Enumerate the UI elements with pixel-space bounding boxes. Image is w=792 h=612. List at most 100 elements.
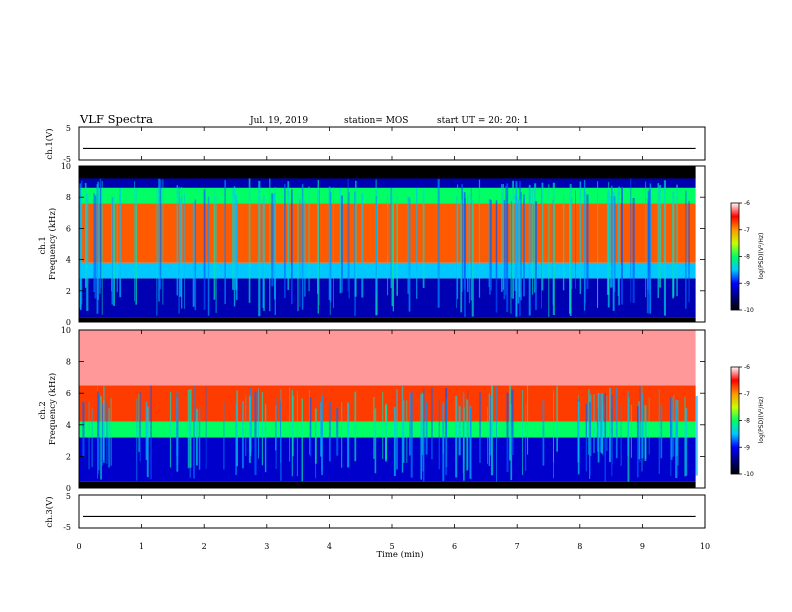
spectrogram-streak bbox=[213, 188, 216, 300]
spectrogram-streak bbox=[510, 201, 513, 299]
spectrogram-streak bbox=[456, 196, 457, 309]
spectrogram-streak bbox=[445, 388, 448, 476]
ch1-spectrogram-image bbox=[79, 166, 696, 322]
spectrogram-streak bbox=[556, 386, 558, 452]
spectrogram-streak bbox=[422, 189, 425, 288]
time-axis-tick-label: 2 bbox=[202, 542, 207, 551]
ch1-spectrogram-panel: 0 2 4 6 8 10 ch.1 Frequency (kHz) bbox=[38, 162, 706, 327]
spectrogram-streak bbox=[292, 395, 294, 457]
colorbar-tick-label: -9 bbox=[744, 280, 750, 287]
spectrogram-streak bbox=[420, 393, 422, 480]
spectrogram-streak bbox=[309, 390, 310, 455]
figure-title: VLF Spectra bbox=[79, 112, 153, 126]
spectrogram-streak bbox=[301, 398, 303, 482]
spectrogram-streak bbox=[552, 182, 555, 315]
spectrogram-band bbox=[79, 166, 696, 179]
ch3-ytick-bottom: -5 bbox=[63, 523, 71, 532]
spectrogram-streak bbox=[354, 391, 357, 462]
ch1-spectrogram-ylabel-channel: ch.1 Frequency (kHz) bbox=[38, 208, 58, 280]
start-time-label: start UT = 20: 20: 1 bbox=[437, 116, 529, 126]
spectrogram-streak bbox=[488, 199, 490, 288]
spectrogram-streak bbox=[648, 188, 651, 294]
time-axis-tick-label: 3 bbox=[264, 542, 269, 551]
spectrogram-streak bbox=[232, 187, 234, 290]
spectrogram-streak bbox=[116, 201, 118, 293]
spectrogram-band bbox=[79, 178, 696, 188]
time-axis-tick-label: 4 bbox=[327, 542, 332, 551]
spectrogram-streak bbox=[319, 188, 320, 305]
spectrogram-streak bbox=[138, 393, 140, 452]
spectrogram-streak bbox=[606, 395, 608, 451]
spectrogram-streak bbox=[597, 192, 598, 308]
spectrogram-streak bbox=[600, 393, 603, 453]
spectrogram-streak bbox=[407, 196, 409, 294]
spectrogram-streak bbox=[375, 196, 377, 294]
spectrogram-streak bbox=[510, 403, 513, 481]
spectrogram-streak bbox=[373, 396, 375, 459]
spectrogram-streak bbox=[636, 406, 639, 478]
spectrogram-streak bbox=[207, 196, 210, 316]
ch1-ytick: 10 bbox=[61, 162, 71, 171]
spectrogram-streak bbox=[262, 200, 264, 309]
spectrogram-streak bbox=[192, 201, 195, 307]
spectrogram-streak bbox=[562, 194, 565, 291]
spectrogram-streak bbox=[627, 391, 629, 457]
spectrogram-streak bbox=[403, 400, 405, 463]
ch1-colorbar-label: log(PSD)(V²/Hz) bbox=[758, 233, 765, 280]
spectrogram-streak bbox=[193, 385, 195, 479]
spectrogram-streak bbox=[269, 178, 271, 312]
spectrogram-streak bbox=[425, 401, 428, 455]
spectrogram-streak bbox=[382, 391, 384, 459]
spectrogram-streak bbox=[158, 178, 160, 302]
spectrogram-streak bbox=[677, 400, 679, 466]
spectrogram-streak bbox=[97, 391, 99, 475]
spectrogram-streak bbox=[648, 397, 650, 455]
spectrogram-streak bbox=[236, 200, 238, 301]
spectrogram-streak bbox=[194, 199, 197, 311]
colorbar-tick-label: -8 bbox=[744, 254, 750, 261]
spectrogram-streak bbox=[438, 399, 440, 470]
spectrogram-streak bbox=[672, 197, 674, 299]
ch1-frequency-label: Frequency (kHz) bbox=[47, 208, 58, 280]
time-axis-tick-label: 10 bbox=[700, 542, 710, 551]
spectrogram-streak bbox=[291, 189, 293, 305]
spectrogram-streak bbox=[588, 389, 590, 455]
colorbar-tick-label: -6 bbox=[744, 364, 750, 371]
spectrogram-streak bbox=[242, 401, 244, 469]
spectrogram-streak bbox=[387, 196, 389, 296]
spectrogram-streak bbox=[179, 197, 182, 297]
spectrogram-streak bbox=[205, 386, 207, 470]
spectrogram-streak bbox=[355, 180, 357, 297]
spectrogram-streak bbox=[406, 400, 408, 463]
spectrogram-streak bbox=[341, 195, 343, 293]
spectrogram-streak bbox=[659, 185, 662, 288]
observation-date: Jul. 19, 2019 bbox=[249, 116, 308, 126]
spectrogram-streak bbox=[569, 183, 572, 316]
spectrogram-streak bbox=[330, 191, 332, 302]
ch1-ytick: 8 bbox=[66, 193, 71, 202]
colorbar-tick-label: -7 bbox=[744, 391, 750, 398]
spectrogram-streak bbox=[100, 396, 102, 480]
spectrogram-streak bbox=[396, 194, 398, 296]
spectrogram-streak bbox=[645, 181, 647, 298]
spectrogram-streak bbox=[245, 395, 247, 456]
time-axis-tick-label: 0 bbox=[76, 542, 81, 551]
spectrogram-streak bbox=[111, 198, 112, 292]
spectrogram-streak bbox=[593, 394, 595, 454]
spectrogram-streak bbox=[248, 395, 251, 463]
spectrogram-streak bbox=[176, 185, 178, 296]
spectrogram-streak bbox=[410, 390, 413, 478]
spectrogram-streak bbox=[609, 388, 611, 463]
spectrogram-streak bbox=[468, 192, 470, 304]
ch2-ytick: 0 bbox=[66, 484, 71, 493]
station-label: station= MOS bbox=[344, 116, 408, 126]
spectrogram-streak bbox=[464, 197, 466, 317]
spectrogram-streak bbox=[280, 401, 281, 463]
spectrogram-streak bbox=[670, 397, 672, 476]
spectrogram-streak bbox=[287, 181, 290, 290]
spectrogram-streak bbox=[586, 194, 589, 289]
spectrogram-streak bbox=[462, 391, 464, 474]
spectrogram-streak bbox=[408, 197, 411, 312]
colorbar-tick-label: -8 bbox=[744, 418, 750, 425]
